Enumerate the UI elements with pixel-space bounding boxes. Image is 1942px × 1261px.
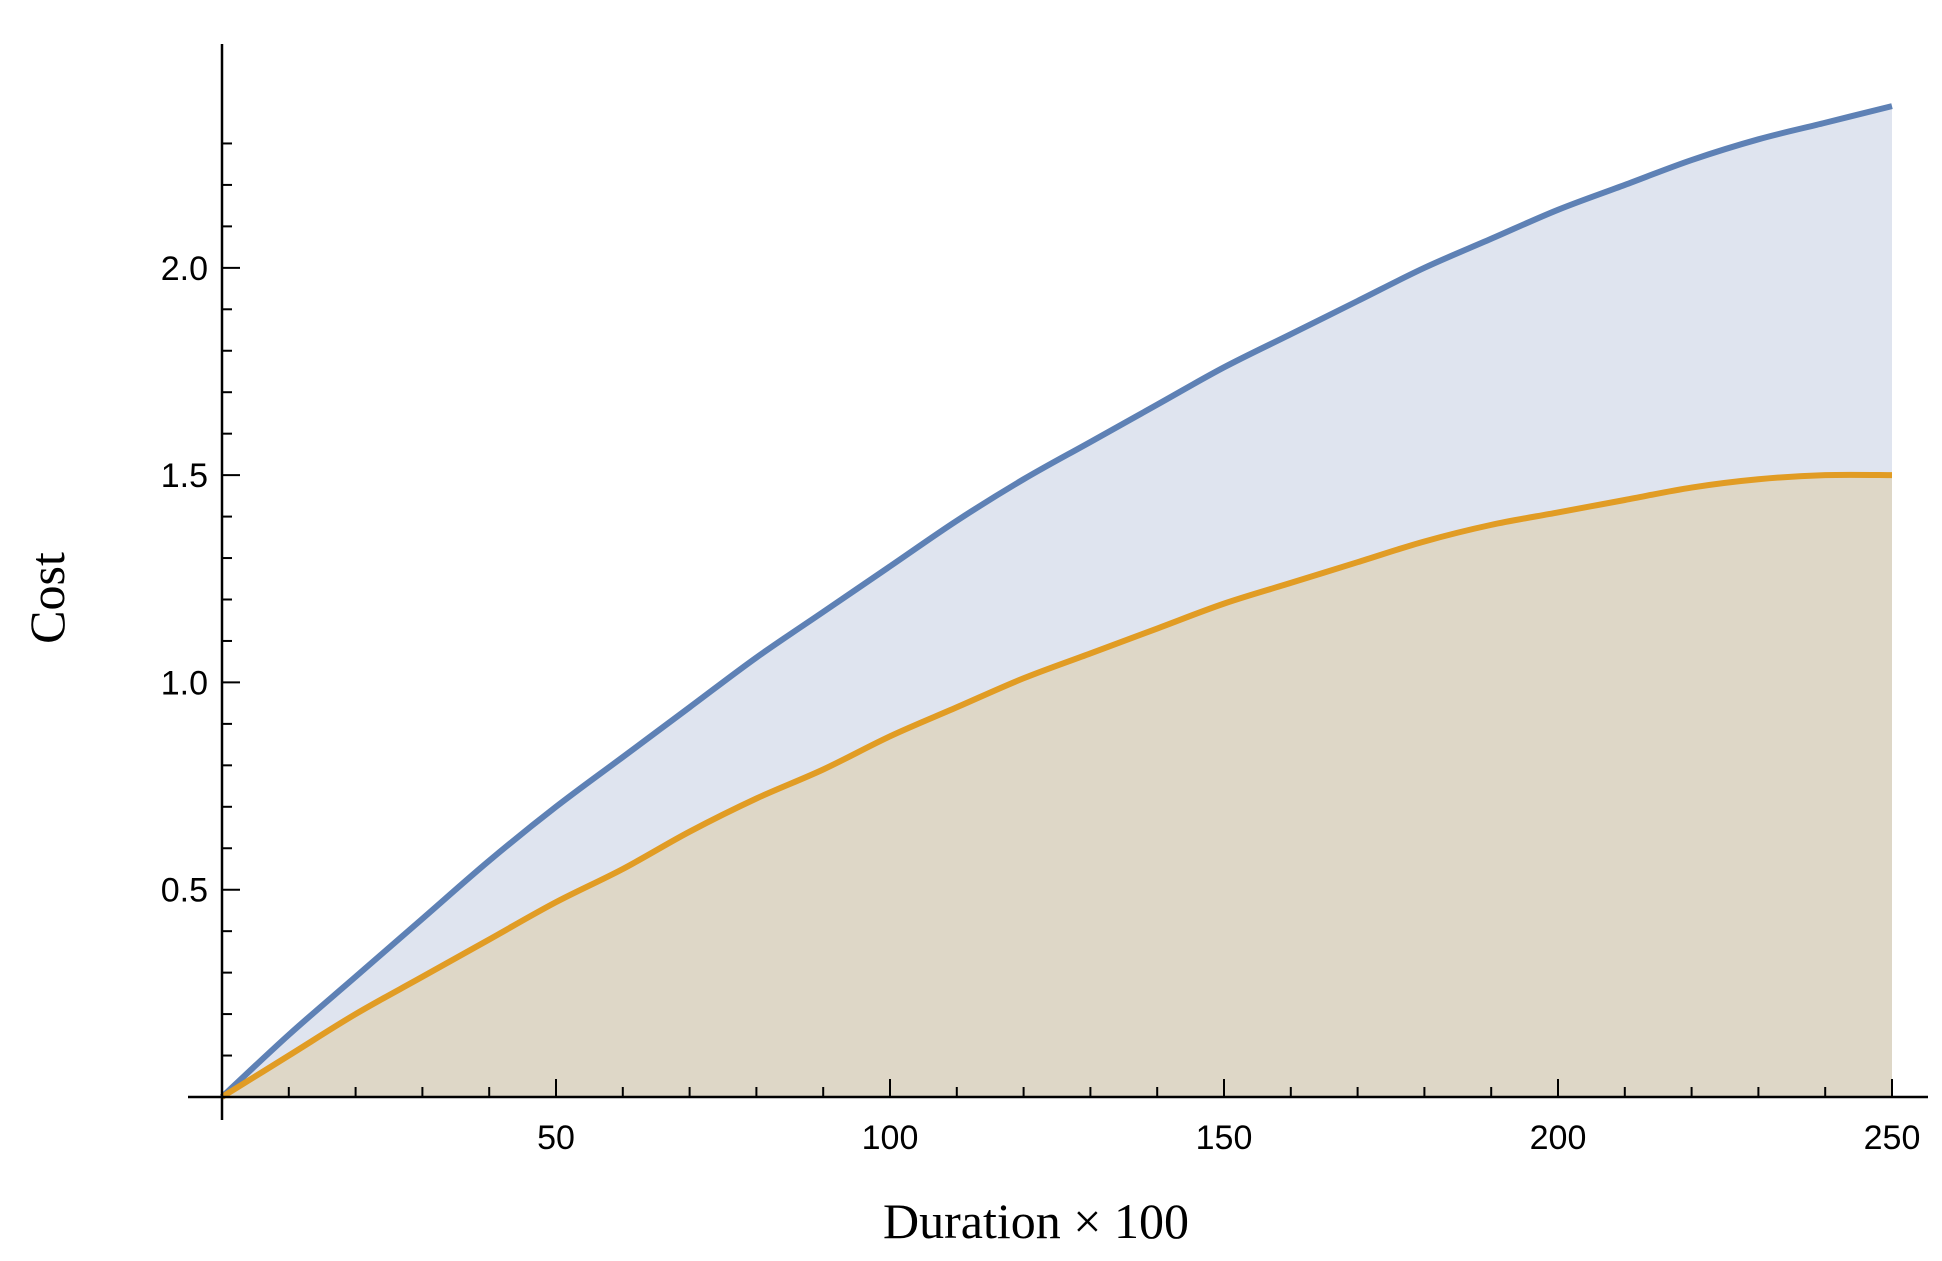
series-2-fill: [222, 474, 1892, 1098]
x-tick-label: 200: [1530, 1119, 1587, 1157]
axes: [188, 44, 1928, 1120]
series-lines: [219, 103, 1893, 1100]
y-tick-label: 0.5: [161, 872, 208, 910]
x-tick-label: 50: [537, 1119, 575, 1157]
y-tick-label: 1.5: [161, 457, 208, 495]
axis-tick-labels: 50 100 150 200 250 0.5 1.0 1.5 2.0: [161, 250, 1921, 1157]
series-fills: [222, 106, 1892, 1098]
x-tick-label: 100: [862, 1119, 919, 1157]
series-1-line: [219, 103, 1893, 1100]
x-tick-label: 150: [1196, 1119, 1253, 1157]
axis-ticks: [222, 142, 1893, 1097]
series-2-line: [220, 471, 1893, 1100]
y-axis-title: Cost: [19, 552, 75, 644]
y-tick-label: 2.0: [161, 250, 208, 288]
x-axis-title: Duration × 100: [883, 1193, 1189, 1249]
x-tick-label: 250: [1864, 1119, 1921, 1157]
y-tick-label: 1.0: [161, 664, 208, 702]
